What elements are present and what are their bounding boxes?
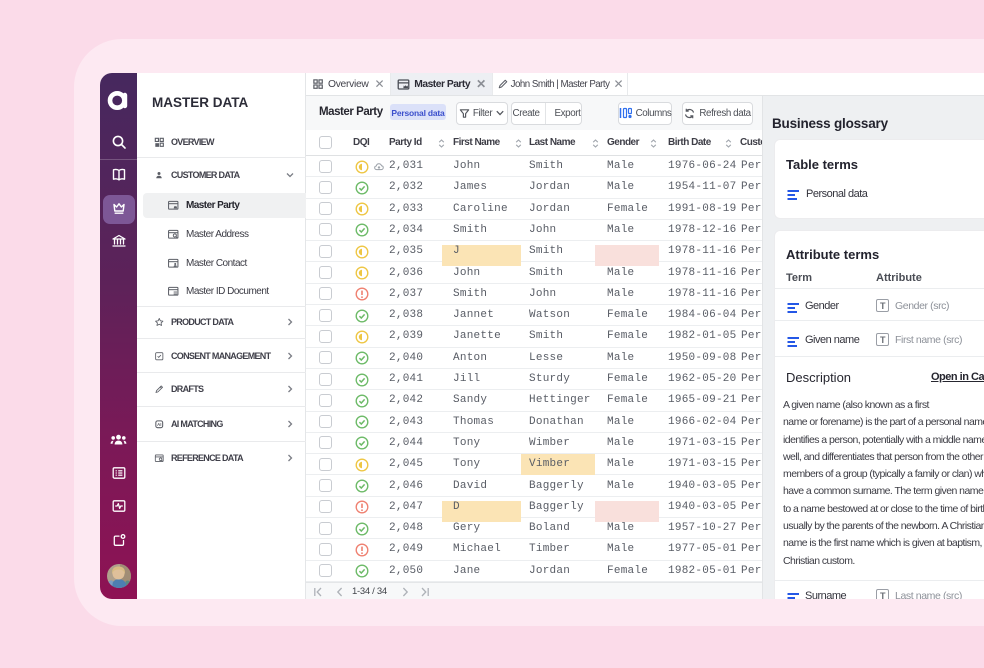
svg-text:AI: AI (157, 422, 161, 427)
